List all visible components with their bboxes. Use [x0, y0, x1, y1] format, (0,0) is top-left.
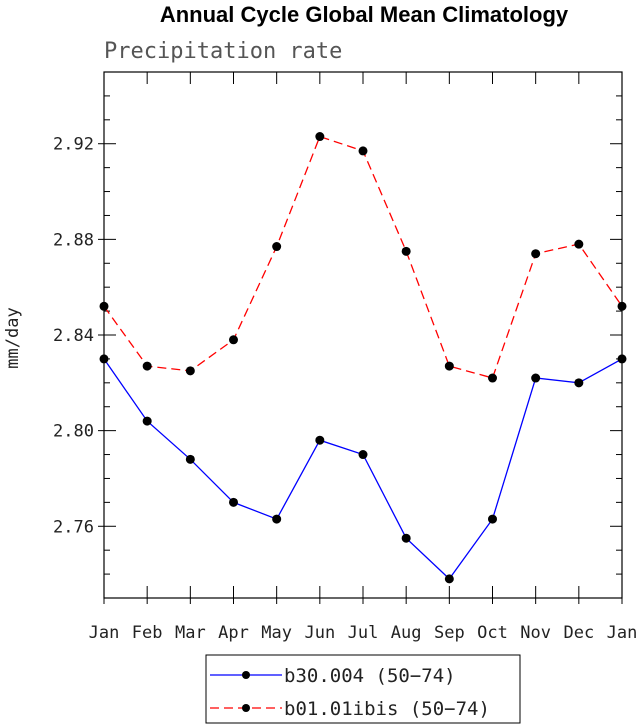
data-point-s0-6 [358, 450, 368, 460]
x-tick-label: Jul [348, 623, 379, 643]
data-point-s1-10 [531, 249, 541, 259]
data-point-s1-5 [315, 132, 325, 142]
x-tick-label: Nov [520, 623, 551, 643]
data-point-s0-11 [574, 378, 584, 388]
chart-subtitle: Precipitation rate [104, 39, 342, 64]
series-layer [99, 132, 627, 584]
x-tick-label: Dec [563, 623, 594, 643]
data-point-s1-9 [488, 373, 497, 383]
data-point-s0-4 [272, 514, 282, 524]
data-point-s1-2 [185, 366, 195, 376]
x-tick-label: Jun [304, 623, 335, 643]
y-tick-label: 2.80 [53, 422, 94, 442]
series-line-1 [103, 135, 623, 379]
x-tick-label: Feb [132, 623, 163, 643]
data-point-s0-1 [142, 416, 152, 426]
legend: b30.004 (50−74) b01.01ibis (50−74) [205, 654, 521, 724]
x-tick-label: Apr [218, 623, 249, 643]
legend-marker-b30 [242, 671, 250, 679]
legend-marker-b01 [242, 704, 250, 712]
data-point-s1-11 [574, 239, 584, 249]
data-point-s1-3 [229, 335, 238, 345]
plot-frame [103, 71, 623, 599]
legend-label-b30: b30.004 (50−74) [284, 665, 456, 687]
data-point-s1-8 [444, 361, 454, 371]
series-line-0 [103, 358, 623, 580]
x-tick-label: Sep [434, 623, 465, 643]
y-tick-label: 2.76 [53, 517, 94, 537]
data-point-s1-6 [358, 146, 368, 156]
data-point-s0-2 [185, 454, 195, 464]
y-tick-labels: 2.76 2.80 2.84 2.88 2.92 [53, 135, 94, 538]
chart-title: Annual Cycle Global Mean Climatology [160, 2, 569, 27]
data-point-s1-7 [401, 246, 411, 256]
y-axis-label: mm/day [3, 307, 23, 368]
x-tick-labels: Jan Feb Mar Apr May Jun Jul Aug Sep Oct Nov Dec Jan [89, 623, 638, 643]
legend-box [205, 654, 521, 724]
data-point-s0-3 [229, 497, 238, 507]
y-tick-label: 2.92 [53, 135, 94, 155]
data-point-s0-5 [315, 435, 325, 445]
data-point-s0-8 [444, 574, 454, 584]
y-tick-label: 2.88 [53, 230, 94, 250]
x-tick-label: Oct [477, 623, 508, 643]
x-tick-label: Aug [391, 623, 422, 643]
axis-ticks [98, 71, 623, 604]
data-point-s1-4 [272, 242, 282, 252]
x-tick-label: Mar [175, 623, 206, 643]
legend-label-b01: b01.01ibis (50−74) [284, 698, 490, 720]
x-tick-label: Jan [89, 623, 120, 643]
y-tick-label: 2.84 [53, 326, 94, 346]
data-point-s0-7 [401, 533, 411, 543]
data-point-s1-1 [142, 361, 152, 371]
x-tick-label: May [261, 623, 292, 643]
x-tick-label: Jan [607, 623, 638, 643]
data-point-s0-10 [531, 373, 541, 383]
data-point-s0-9 [488, 514, 497, 524]
